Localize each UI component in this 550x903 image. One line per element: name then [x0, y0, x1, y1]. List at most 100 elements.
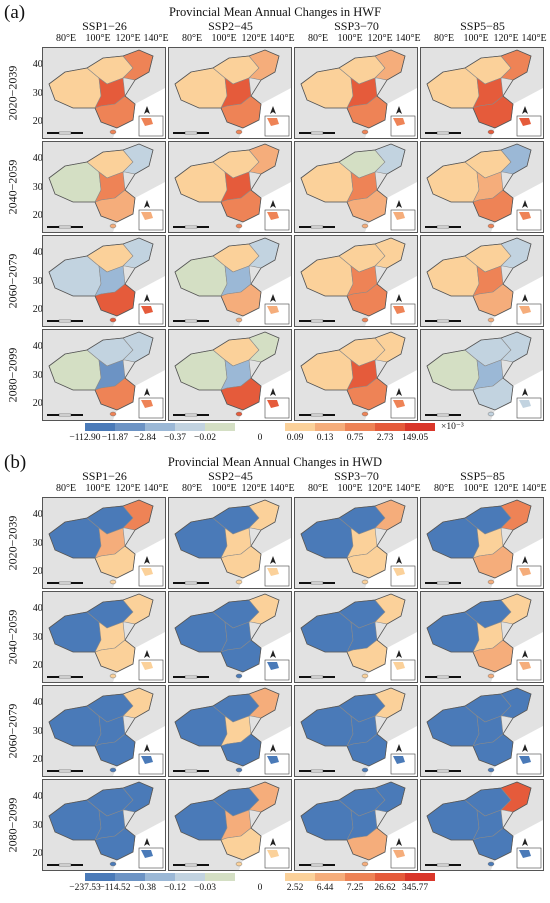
map-cell	[420, 779, 544, 871]
map-cell	[420, 141, 544, 233]
scale-bar	[299, 414, 311, 416]
china-map	[295, 142, 417, 232]
longitude-labels: 80°E 100°E 120°E 140°E	[168, 33, 295, 47]
scale-bar	[184, 319, 198, 323]
north-arrow	[270, 838, 276, 846]
china-map	[421, 330, 543, 420]
north-arrow	[396, 838, 402, 846]
inset-region	[519, 400, 531, 408]
scale-bar	[184, 863, 198, 867]
period-label: 2020−2039	[5, 515, 20, 571]
country-outline	[48, 593, 154, 673]
lon-label: 140°E	[395, 33, 421, 44]
scale-bar	[323, 414, 335, 416]
scale-bar	[310, 769, 324, 773]
inset-region	[267, 662, 279, 670]
legend-bar	[85, 423, 435, 431]
legend-tick: −0.12	[164, 883, 186, 893]
island	[487, 579, 495, 585]
legend-swatch	[115, 873, 145, 881]
scale-bar	[71, 414, 83, 416]
scale-bar	[299, 770, 311, 772]
map-cell	[420, 497, 544, 589]
scale-bar	[184, 769, 198, 773]
island	[361, 861, 369, 867]
legend-tick: 2.52	[286, 883, 304, 893]
scale-bar	[323, 770, 335, 772]
island	[109, 673, 117, 679]
map-cell	[420, 47, 544, 139]
legend-swatch	[205, 423, 235, 431]
scale-bar	[449, 226, 461, 228]
island	[235, 767, 243, 773]
north-arrow	[270, 556, 276, 564]
lon-label: 100°E	[337, 483, 363, 494]
period-label: 2080−2099	[5, 347, 20, 403]
scale-bar	[173, 864, 185, 866]
north-arrow	[396, 106, 402, 114]
country-outline	[48, 781, 154, 861]
north-arrow	[522, 106, 528, 114]
legend-tick: −0.03	[194, 883, 216, 893]
scale-bar	[449, 132, 461, 134]
island	[361, 411, 369, 417]
map-cell	[294, 685, 418, 777]
inset-region	[519, 306, 531, 314]
map-cell	[42, 235, 166, 327]
north-arrow	[522, 388, 528, 396]
scale-bar	[58, 131, 72, 135]
longitude-labels: 80°E 100°E 120°E 140°E	[420, 33, 547, 47]
legend-swatch	[85, 873, 115, 881]
legend-swatch	[115, 423, 145, 431]
panel-title: Provincial Mean Annual Changes in HWF	[168, 5, 382, 19]
scale-bar	[58, 225, 72, 229]
scale-bar	[449, 320, 461, 322]
island	[109, 861, 117, 867]
country-outline	[48, 237, 154, 317]
island	[109, 317, 117, 323]
north-arrow	[270, 294, 276, 302]
legend-swatch	[405, 873, 435, 881]
color-legend: ×10⁻³ −112.90 −11.87 −2.84 −0.37 −0.02 0 0.09 0…	[69, 422, 525, 453]
island	[235, 317, 243, 323]
scale-bar	[436, 769, 450, 773]
inset-region	[519, 568, 531, 576]
legend-tick: 345.77	[401, 883, 429, 893]
map-cell	[168, 497, 292, 589]
inset-region	[393, 212, 405, 220]
island	[109, 223, 117, 229]
legend-tick: 0.09	[286, 433, 304, 443]
scale-bar	[299, 864, 311, 866]
scale-bar	[71, 132, 83, 134]
scale-bar	[323, 582, 335, 584]
longitude-labels: 80°E 100°E 120°E 140°E	[294, 483, 421, 497]
scale-bar	[449, 770, 461, 772]
longitude-labels: 80°E 100°E 120°E 140°E	[42, 33, 169, 47]
legend-tick: 0.13	[316, 433, 334, 443]
island	[109, 411, 117, 417]
china-map	[43, 330, 165, 420]
china-map	[421, 498, 543, 588]
scale-bar	[173, 320, 185, 322]
scale-bar	[71, 676, 83, 678]
north-arrow	[396, 744, 402, 752]
country-outline	[300, 781, 406, 861]
china-map	[295, 330, 417, 420]
scale-bar	[71, 770, 83, 772]
scale-bar	[58, 413, 72, 417]
island	[235, 673, 243, 679]
inset-region	[519, 850, 531, 858]
legend-tick: 26.62	[374, 883, 396, 893]
inset-region	[393, 756, 405, 764]
north-arrow	[396, 650, 402, 658]
legend-tick: −2.84	[134, 433, 156, 443]
scale-bar	[58, 675, 72, 679]
country-outline	[174, 331, 280, 411]
legend-swatch	[285, 873, 315, 881]
scale-bar	[184, 581, 198, 585]
longitude-labels: 80°E 100°E 120°E 140°E	[294, 33, 421, 47]
scale-bar	[197, 414, 209, 416]
china-map	[169, 498, 291, 588]
scale-bar	[47, 414, 59, 416]
north-arrow	[144, 744, 150, 752]
